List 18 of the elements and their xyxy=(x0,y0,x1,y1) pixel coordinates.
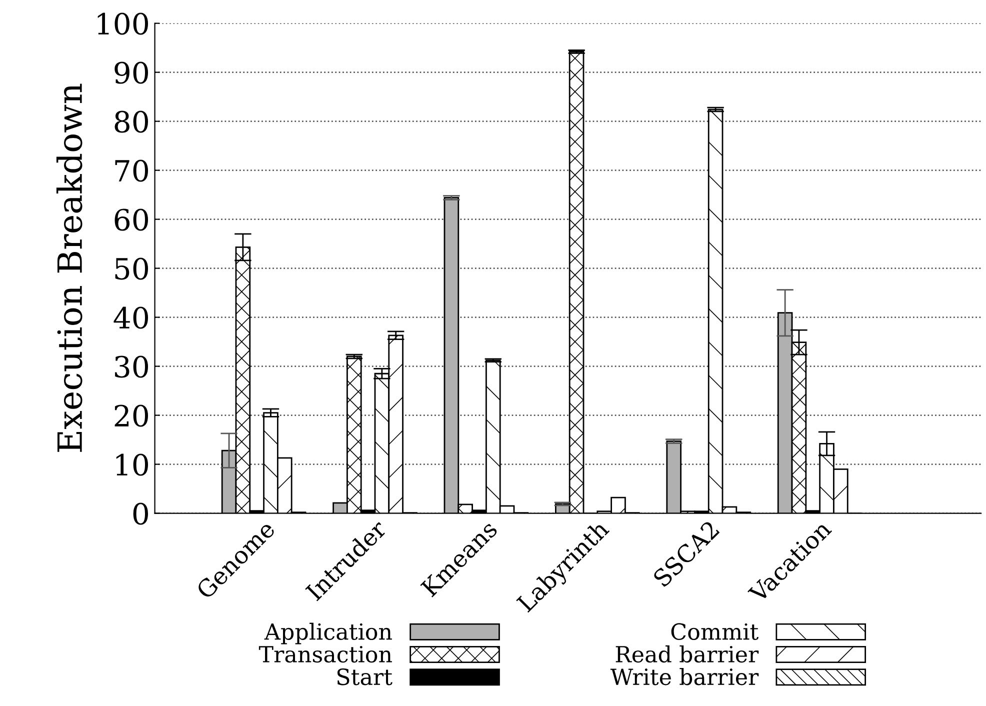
legend-label: Start xyxy=(337,668,392,686)
legend-label: Write barrier xyxy=(610,668,759,686)
y-tick-label: 10 xyxy=(116,454,148,476)
y-tick-label: 40 xyxy=(114,306,148,329)
legend-label: Application xyxy=(264,622,392,644)
y-tick-label: 100 xyxy=(98,12,148,35)
legend-label: Transaction xyxy=(258,646,392,663)
y-tick-label: 50 xyxy=(115,258,148,280)
y-tick-label: 30 xyxy=(115,356,148,378)
y-tick-label: 0 xyxy=(133,502,148,525)
y-tick-label: 70 xyxy=(115,160,148,182)
y-axis-title: Execution Breakdown xyxy=(56,84,82,452)
y-tick-label: 60 xyxy=(114,208,148,231)
y-tick-label: 20 xyxy=(114,404,148,427)
legend-label: Read barrier xyxy=(616,645,759,663)
legend-label: Commit xyxy=(671,623,758,640)
y-tick-label: 80 xyxy=(114,110,148,133)
y-tick-label: 90 xyxy=(114,62,148,84)
